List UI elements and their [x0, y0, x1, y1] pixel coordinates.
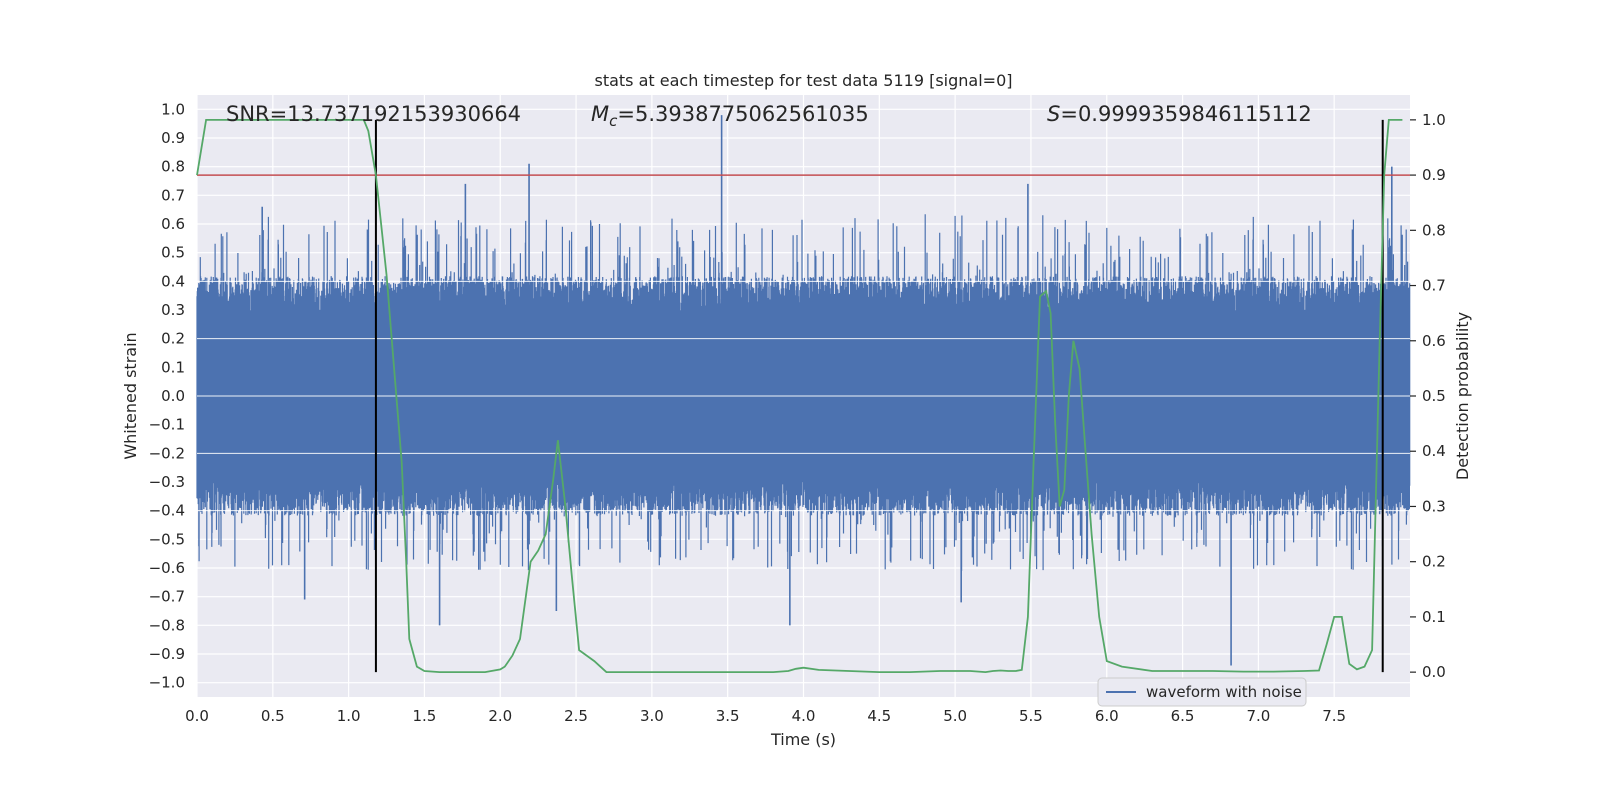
- y-left-tick-label: −0.3: [149, 473, 185, 491]
- y-left-tick-label: −0.7: [149, 588, 185, 606]
- y-left-tick-label: −0.2: [149, 444, 185, 462]
- y-left-tick-label: 0.6: [161, 215, 185, 233]
- y-left-tick-label: 0.9: [161, 129, 185, 147]
- x-tick-label: 3.5: [716, 707, 740, 725]
- y-right-tick-label: 0.4: [1422, 442, 1446, 460]
- snr-annotation: SNR=13.737192153930664: [226, 102, 521, 126]
- y-left-tick-label: −0.1: [149, 416, 185, 434]
- y-left-tick-label: 0.8: [161, 158, 185, 176]
- detection-probability-line: [196, 119, 1403, 674]
- y-left-tick-label: 0.1: [161, 358, 185, 376]
- y-right-tick-label: 1.0: [1422, 111, 1446, 129]
- x-tick-label: 1.5: [413, 707, 437, 725]
- y-left-tick-label: 0.0: [161, 387, 185, 405]
- x-tick-label: 1.0: [337, 707, 361, 725]
- y-left-tick-label: −0.9: [149, 645, 185, 663]
- y-left-tick-label: 0.3: [161, 301, 185, 319]
- y-right-tick-label: 0.2: [1422, 553, 1446, 571]
- y-right-tick-label: 0.7: [1422, 277, 1446, 295]
- y-right-tick-label: 0.9: [1422, 166, 1446, 184]
- legend-box: [1097, 677, 1307, 707]
- y-left-tick-label: −0.5: [149, 530, 185, 548]
- x-axis-ticks: 0.0 0.5 1.0 1.5 2.0 2.5 3.0 3.5 4.0 4.5 5.0 5.5 6.0 6…: [185, 707, 1346, 725]
- s-symbol: S: [1047, 102, 1060, 126]
- y-right-tick-label: 0.6: [1422, 332, 1446, 350]
- legend: waveform with noise: [1097, 677, 1307, 707]
- x-tick-label: 0.5: [261, 707, 285, 725]
- x-tick-label: 4.0: [792, 707, 816, 725]
- chart-title: stats at each timestep for test data 511…: [594, 71, 1012, 90]
- y-left-tick-label: −0.8: [149, 616, 185, 634]
- x-tick-label: 2.0: [488, 707, 512, 725]
- y-left-axis-ticks: −1.0 −0.9 −0.8 −0.7 −0.6 −0.5 −0.4 −0.3 −0.2 −0.1…: [149, 100, 185, 691]
- s-value: =0.9999359846115112: [1060, 102, 1311, 126]
- y-right-axis-ticks: 0.0 0.1 0.2 0.3 0.4 0.5 0.6 0.7 0.8 0.9 1.0: [1410, 111, 1446, 681]
- y-left-tick-label: −0.4: [149, 502, 185, 520]
- x-axis-label: Time (s): [770, 730, 836, 749]
- mc-subscript: c: [609, 112, 618, 130]
- x-tick-label: 6.0: [1095, 707, 1119, 725]
- mc-value: =5.3938775062561035: [617, 102, 868, 126]
- y-right-tick-label: 0.8: [1422, 221, 1446, 239]
- waveform-series: [196, 115, 1411, 666]
- mc-symbol: M: [591, 102, 609, 126]
- x-tick-label: 6.5: [1171, 707, 1195, 725]
- x-tick-label: 4.5: [867, 707, 891, 725]
- x-tick-label: 5.0: [943, 707, 967, 725]
- y-left-tick-label: −1.0: [149, 674, 185, 692]
- x-tick-label: 2.5: [564, 707, 588, 725]
- y-left-tick-label: 1.0: [161, 100, 185, 118]
- legend-label-waveform: waveform with noise: [1146, 683, 1302, 701]
- x-tick-label: 7.0: [1246, 707, 1270, 725]
- y-axis-label-left: Whitened strain: [121, 332, 140, 459]
- y-right-tick-label: 0.3: [1422, 497, 1446, 515]
- y-left-tick-label: −0.6: [149, 559, 185, 577]
- x-tick-label: 0.0: [185, 707, 209, 725]
- y-left-tick-label: 0.2: [161, 330, 185, 348]
- x-tick-label: 7.5: [1322, 707, 1346, 725]
- y-left-tick-label: 0.4: [161, 272, 185, 290]
- x-tick-label: 3.0: [640, 707, 664, 725]
- x-tick-label: 5.5: [1019, 707, 1043, 725]
- y-axis-label-right: Detection probability: [1453, 312, 1472, 480]
- chirp-mass-annotation: Mc=5.3938775062561035: [591, 102, 869, 130]
- score-annotation: S=0.9999359846115112: [1047, 102, 1312, 126]
- waveform-trace: [196, 214, 1411, 571]
- y-right-tick-label: 0.1: [1422, 608, 1446, 626]
- y-left-tick-label: 0.7: [161, 186, 185, 204]
- y-right-tick-label: 0.0: [1422, 663, 1446, 681]
- y-left-tick-label: 0.5: [161, 244, 185, 262]
- y-right-tick-label: 0.5: [1422, 387, 1446, 405]
